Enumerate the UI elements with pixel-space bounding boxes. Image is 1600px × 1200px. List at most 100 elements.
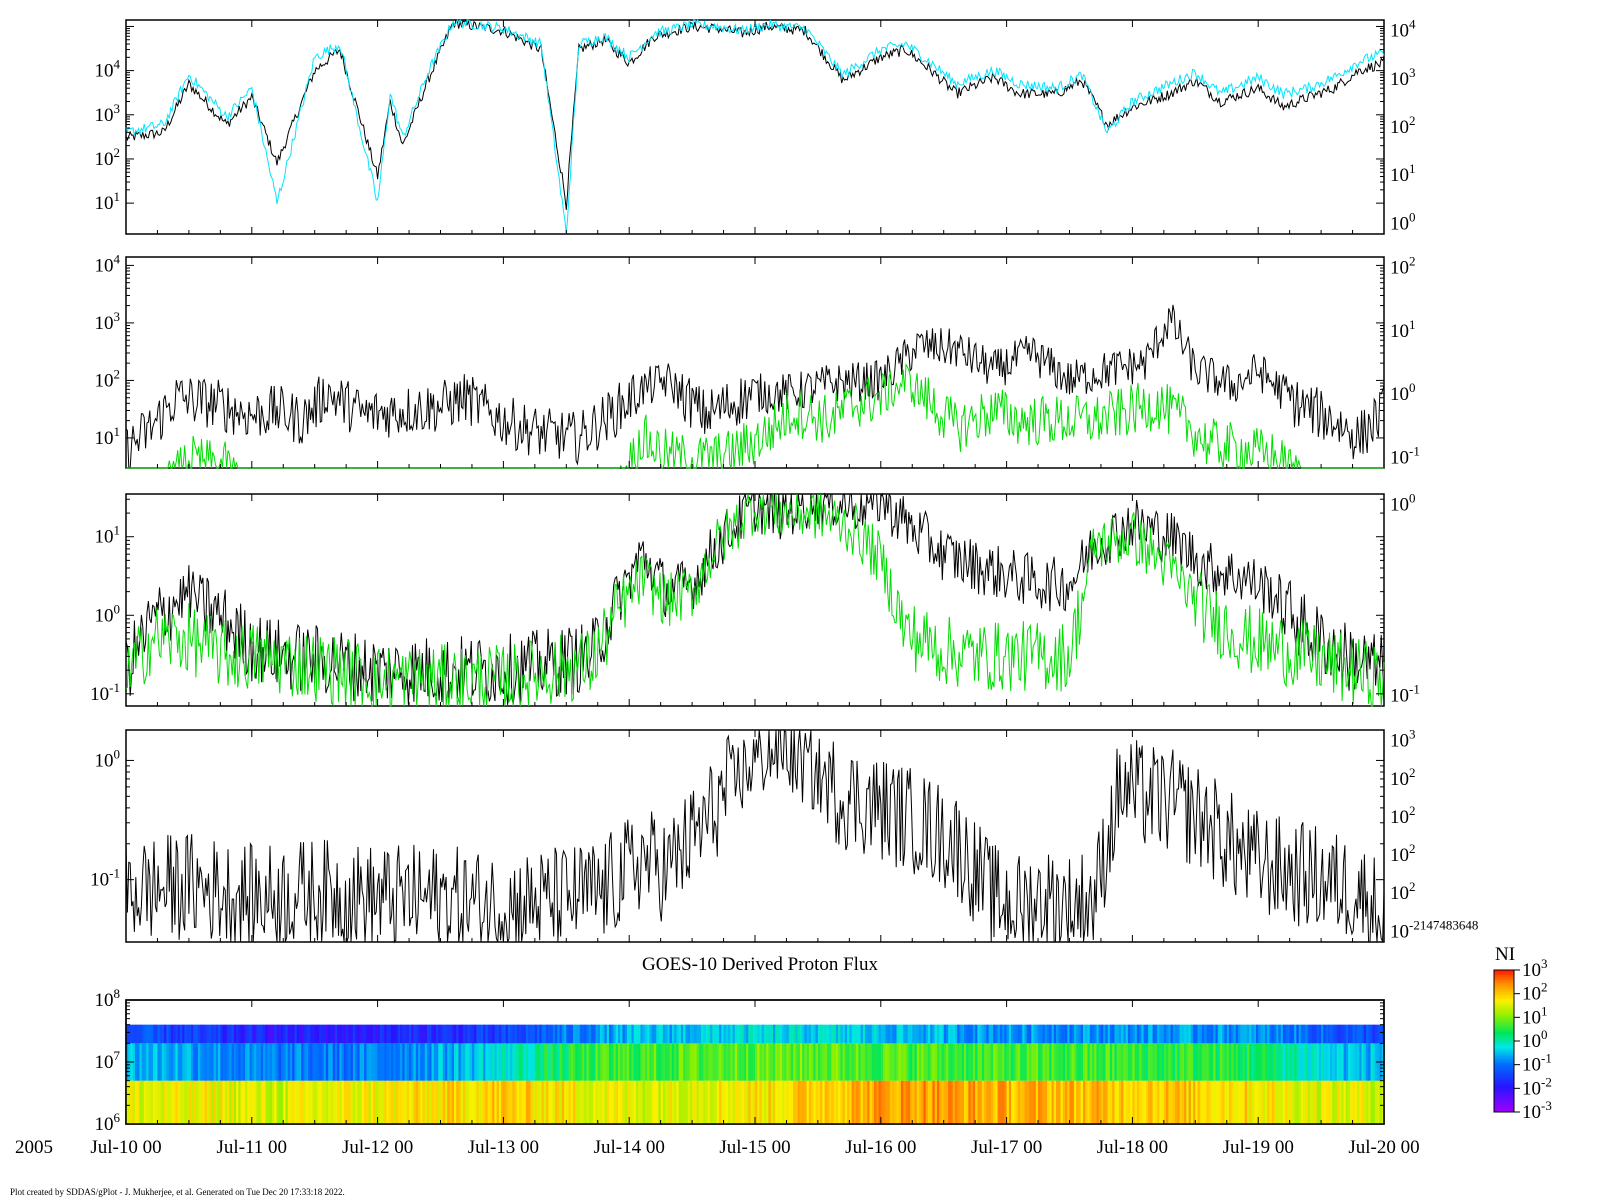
heatmap-cell <box>1271 1024 1275 1044</box>
heatmap-cell <box>703 1024 707 1044</box>
heatmap-cell <box>1226 1080 1230 1124</box>
heatmap-cell <box>444 1080 448 1124</box>
panel-layer: 1011021031041001011021031041011021031041… <box>90 17 1478 1135</box>
heatmap-cell <box>442 1043 446 1081</box>
heatmap-cell <box>1085 1024 1089 1044</box>
heatmap-cell <box>721 1080 725 1124</box>
heatmap-cell <box>1148 1080 1151 1124</box>
colorbar-tick-label: 10-1 <box>1522 1051 1552 1076</box>
colorbar-swatch <box>1494 1100 1514 1104</box>
heatmap-cell <box>1280 1024 1284 1044</box>
heatmap-cell <box>1237 1024 1241 1044</box>
colorbar-label: NI <box>1495 944 1515 965</box>
heatmap-cell <box>384 1024 388 1044</box>
heatmap-cell <box>1316 1080 1320 1124</box>
heatmap-cell <box>781 1043 785 1081</box>
heatmap-cell <box>1060 1024 1064 1044</box>
heatmap-cell <box>826 1043 830 1081</box>
heatmap-cell <box>1062 1080 1066 1124</box>
heatmap-cell <box>1359 1024 1363 1044</box>
heatmap-cell <box>797 1080 801 1124</box>
heatmap-cell <box>1366 1024 1369 1044</box>
heatmap-cell <box>588 1080 592 1124</box>
heatmap-cell <box>966 1024 970 1044</box>
heatmap-cell <box>453 1080 457 1124</box>
colorbar-tick-label: 10-2 <box>1522 1074 1552 1099</box>
heatmap-cell <box>519 1024 522 1044</box>
heatmap-cell <box>550 1043 554 1081</box>
heatmap-cell <box>451 1080 455 1124</box>
heatmap-cell <box>1089 1043 1093 1081</box>
heatmap-cell <box>462 1080 466 1124</box>
heatmap-cell <box>1056 1024 1059 1044</box>
heatmap-cell <box>883 1043 886 1081</box>
heatmap-cell <box>168 1024 172 1044</box>
heatmap-cell <box>615 1024 619 1044</box>
heatmap-cell <box>903 1024 907 1044</box>
heatmap-cell <box>303 1043 307 1081</box>
heatmap-cell <box>608 1024 612 1044</box>
heatmap-cell <box>247 1024 251 1044</box>
heatmap-cell <box>303 1080 307 1124</box>
series-line-1 <box>125 492 1385 705</box>
heatmap-cell <box>1211 1080 1214 1124</box>
heatmap-cell <box>278 1043 282 1081</box>
heatmap-cell <box>323 1024 327 1044</box>
heatmap-cell <box>238 1024 242 1044</box>
heatmap-cell <box>373 1080 376 1124</box>
heatmap-cell <box>993 1024 996 1044</box>
heatmap-cell <box>460 1080 464 1124</box>
heatmap-cell <box>1056 1080 1059 1124</box>
heatmap-cell <box>941 1043 945 1081</box>
heatmap-cell <box>555 1043 558 1081</box>
heatmap-cell <box>301 1024 305 1044</box>
heatmap-cell <box>1231 1024 1235 1044</box>
heatmap-cell <box>215 1043 219 1081</box>
heatmap-cell <box>999 1024 1003 1044</box>
heatmap-cell <box>150 1080 154 1124</box>
heatmap-cell <box>1208 1024 1212 1044</box>
heatmap-cell <box>1011 1043 1014 1081</box>
y-tick-label: 103 <box>95 309 121 334</box>
heatmap-cell <box>431 1080 435 1124</box>
heatmap-cell <box>483 1024 487 1044</box>
heatmap-cell <box>595 1024 599 1044</box>
heatmap-cell <box>678 1080 682 1124</box>
heatmap-cell <box>703 1043 707 1081</box>
heatmap-cell <box>631 1024 635 1044</box>
heatmap-cell <box>339 1043 343 1081</box>
heatmap-cell <box>916 1024 920 1044</box>
heatmap-cell <box>1231 1080 1235 1124</box>
colorbar-swatch <box>1494 1062 1514 1066</box>
heatmap-cell <box>283 1043 287 1081</box>
heatmap-cell <box>316 1080 320 1124</box>
heatmap-cell <box>1065 1024 1068 1044</box>
heatmap-cell <box>1053 1043 1057 1081</box>
heatmap-cell <box>193 1080 197 1124</box>
heatmap-cell <box>314 1043 318 1081</box>
heatmap-cell <box>597 1043 601 1081</box>
heatmap-cell <box>433 1043 437 1081</box>
heatmap-cell <box>206 1043 210 1081</box>
colorbar-swatch <box>1494 1045 1514 1049</box>
x-tick-label: Jul-13 00 <box>468 1137 539 1158</box>
heatmap-cell <box>254 1024 257 1044</box>
heatmap-cell <box>494 1024 498 1044</box>
heatmap-cell <box>287 1080 291 1124</box>
heatmap-cell <box>1361 1043 1365 1081</box>
heatmap-cell <box>564 1080 567 1124</box>
heatmap-cell <box>132 1043 136 1081</box>
heatmap-cell <box>1240 1043 1244 1081</box>
heatmap-cell <box>975 1080 978 1124</box>
heatmap-cell <box>752 1043 756 1081</box>
heatmap-cell <box>1141 1080 1145 1124</box>
x-tick-label: Jul-16 00 <box>845 1137 916 1158</box>
heatmap-cell <box>786 1024 790 1044</box>
heatmap-cell <box>1080 1024 1084 1044</box>
heatmap-cell <box>287 1024 291 1044</box>
heatmap-cell <box>409 1024 412 1044</box>
heatmap-cell <box>483 1043 487 1081</box>
heatmap-cell <box>656 1080 660 1124</box>
heatmap-cell <box>364 1043 367 1081</box>
heatmap-cell <box>638 1043 642 1081</box>
